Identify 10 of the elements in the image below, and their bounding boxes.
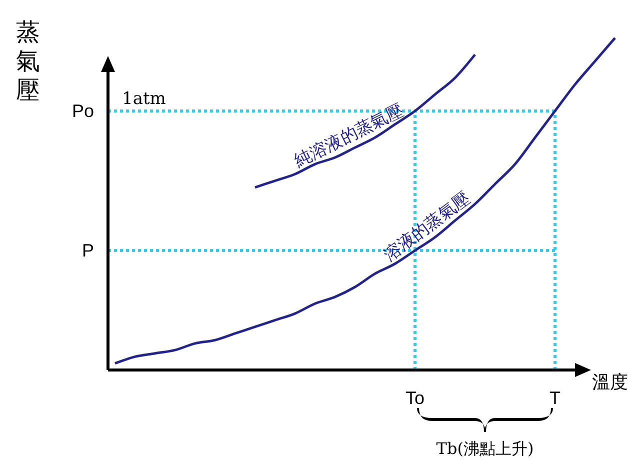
- x-tick-label: To: [405, 388, 425, 408]
- x-axis-title: 溫度: [592, 372, 628, 393]
- y-axis-title: 蒸氣壓: [16, 18, 40, 104]
- text: 純溶液的蒸氣壓: [291, 100, 407, 172]
- x-tick-label: T: [550, 388, 560, 408]
- ref-line-label: Po: [72, 101, 94, 122]
- ref-line-label: P: [82, 240, 94, 260]
- text: Tb(沸點上升): [436, 439, 534, 458]
- text: 溶液的蒸氣壓: [380, 188, 474, 266]
- annotation: 1atm: [122, 89, 166, 109]
